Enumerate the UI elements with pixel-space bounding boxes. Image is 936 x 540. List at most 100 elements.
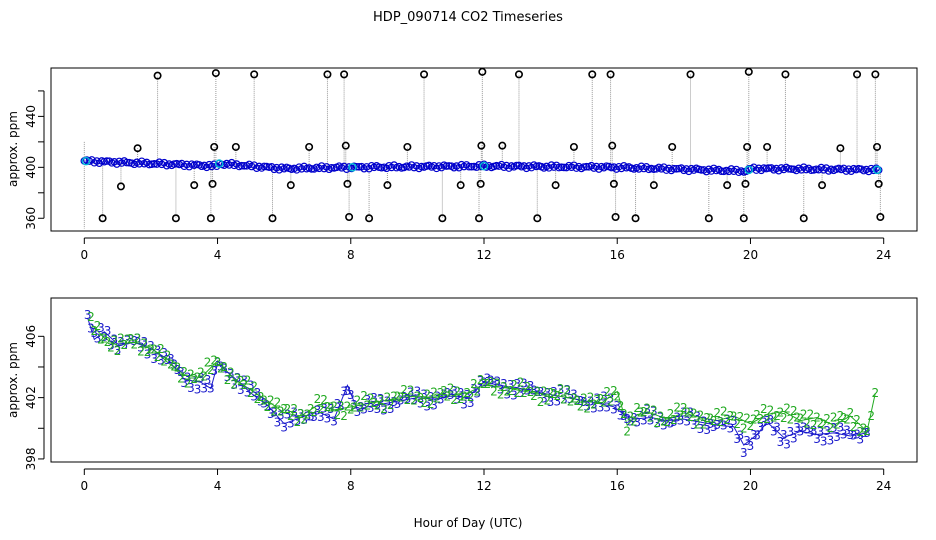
- series-3-point: 3: [707, 417, 715, 431]
- baseline-point: [102, 157, 111, 165]
- series-3-point: 3: [800, 421, 808, 435]
- baseline-point: [512, 161, 521, 170]
- outlier-point: [853, 70, 862, 79]
- series-3-point: 3: [327, 402, 335, 416]
- series-3-point: 3: [480, 376, 488, 390]
- series-3-point: 3: [174, 363, 182, 377]
- series-3-point: 3: [653, 416, 661, 430]
- series-lines: [87, 317, 876, 446]
- series-3-point: 3: [540, 391, 548, 405]
- baseline-point: [412, 162, 421, 170]
- baseline-point: [557, 163, 566, 171]
- series-3-point: 3: [224, 370, 232, 384]
- series-2-point: 2: [710, 414, 718, 428]
- series-3-point: 3: [90, 326, 98, 340]
- y-tick-label: 398: [24, 447, 38, 470]
- series-2-point: 2: [813, 410, 821, 424]
- series-3-point: 3: [587, 394, 595, 408]
- series-2-point: 2: [707, 412, 715, 426]
- series-3-point: 3: [620, 409, 628, 423]
- series-3-point: 3: [400, 390, 408, 404]
- series-2-point: 2: [414, 389, 422, 403]
- series-3-point: 3: [737, 429, 745, 443]
- series-3-point: 3: [190, 372, 198, 386]
- baseline-point: [297, 164, 306, 173]
- series-3-point: 3: [807, 425, 815, 439]
- series-2-point: 2: [227, 366, 235, 380]
- series-2-point: 2: [204, 356, 212, 370]
- series-2-point: 2: [260, 394, 268, 408]
- series-2-point: 2: [533, 384, 541, 398]
- series-2-point: 2: [194, 371, 202, 385]
- series-3-point: 3: [547, 395, 555, 409]
- series-2-point: 2: [437, 386, 445, 400]
- series-2-point: 2: [863, 424, 871, 438]
- highlight-point: [872, 165, 882, 175]
- series-2-point: 2: [703, 411, 711, 425]
- outlier-point: [365, 214, 374, 223]
- series-3-point: 3: [537, 385, 545, 399]
- series-2-point: 2: [320, 393, 328, 407]
- series-3-point: 3: [743, 434, 751, 448]
- series-3-point: 3: [757, 421, 765, 435]
- series-3-point: 3: [364, 393, 372, 407]
- series-2-point: 2: [763, 412, 771, 426]
- series-2-point: 2: [450, 393, 458, 407]
- series-2-point: 2: [290, 402, 298, 416]
- series-2-point: 2: [244, 373, 252, 387]
- series-3-point: 3: [84, 308, 92, 322]
- series-2-point: 2: [580, 392, 588, 406]
- series-2-point: 2: [280, 402, 288, 416]
- series-2-point: 2: [653, 416, 661, 430]
- baseline-point: [387, 163, 396, 172]
- series-3-point: 3: [590, 401, 598, 415]
- baseline-point: [764, 164, 773, 172]
- series-2-point: 2: [837, 409, 845, 423]
- series-2-point: 2: [354, 394, 362, 408]
- highlight-point: [744, 165, 754, 175]
- y-tick-label: 406: [24, 325, 38, 348]
- series-2-point: 2: [197, 365, 205, 379]
- series-3-point: 3: [713, 418, 721, 432]
- baseline-point: [522, 164, 531, 173]
- y-tick-label: 360: [24, 207, 38, 230]
- series-2-point: 2: [337, 399, 345, 413]
- series-3-point: 3: [277, 409, 285, 423]
- baseline-point: [527, 163, 536, 172]
- series-3-point: 3: [457, 386, 465, 400]
- series-3-point: 3: [130, 334, 138, 348]
- baseline-point: [587, 161, 596, 170]
- highlight-point: [81, 156, 91, 166]
- series-2-point: 2: [334, 408, 342, 422]
- series-3-point: 3: [760, 416, 768, 430]
- series-3-point: 3: [247, 379, 255, 393]
- series-2-point: 2: [444, 390, 452, 404]
- series-2-point: 2: [117, 331, 125, 345]
- series-3-point: 3: [597, 401, 605, 415]
- plot-frame-top: [50, 67, 918, 232]
- series-3-point: 3: [344, 384, 352, 398]
- series-3-point: 3: [860, 426, 868, 440]
- series-3-point: 3: [434, 390, 442, 404]
- outlier-point: [609, 179, 618, 188]
- series-2-point: 2: [690, 406, 698, 420]
- series-2-point: 2: [823, 412, 831, 426]
- outlier-point: [871, 70, 880, 79]
- series-3-point: 3: [550, 385, 558, 399]
- series-3-point: 3: [710, 420, 718, 434]
- series-2-point: 2: [270, 405, 278, 419]
- series-3-point: 3: [357, 400, 365, 414]
- series-2-point: 2: [743, 412, 751, 426]
- outlier-point: [744, 67, 753, 76]
- series-2-point: 2: [547, 386, 555, 400]
- outlier-point: [98, 214, 107, 223]
- series-2-point: 2: [800, 408, 808, 422]
- series-2-point: 2: [687, 410, 695, 424]
- series-3-point: 3: [520, 376, 528, 390]
- series-3-point: 3: [837, 421, 845, 435]
- series-3-point: 3: [347, 388, 355, 402]
- series-3-point: 3: [593, 392, 601, 406]
- series-2-point: 2: [94, 319, 102, 333]
- y-axis-label-bottom: approx. ppm: [6, 342, 20, 418]
